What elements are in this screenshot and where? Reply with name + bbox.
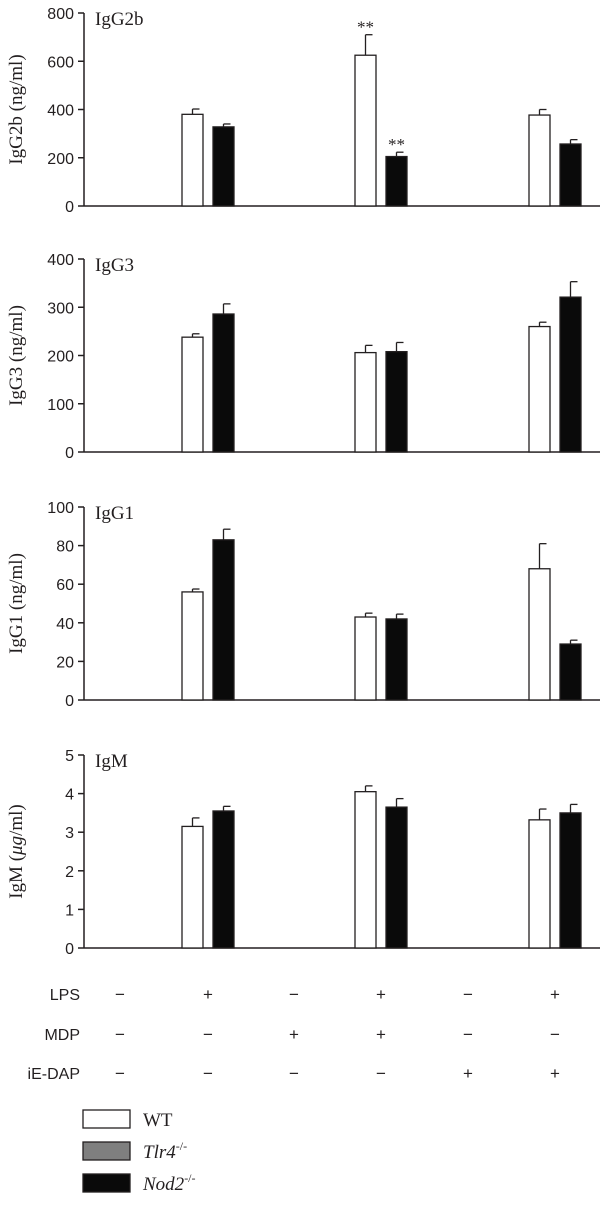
condition-sign: −	[203, 1025, 213, 1044]
y-tick-label: 0	[65, 693, 74, 710]
significance-marker: **	[357, 18, 374, 37]
condition-label: LPS	[50, 987, 80, 1004]
condition-sign: −	[115, 1025, 125, 1044]
legend-label-name: WT	[143, 1110, 173, 1131]
bar-nod2	[212, 126, 235, 207]
y-axis-label: IgG3 (ng/ml)	[6, 305, 27, 406]
condition-sign: −	[115, 1064, 125, 1083]
bar-wt	[181, 591, 204, 701]
panel-title: IgG1	[95, 503, 134, 524]
y-tick-label: 400	[47, 252, 74, 269]
condition-sign: −	[463, 985, 473, 1004]
y-axis-label: IgM (μg/ml)	[6, 804, 27, 899]
bar-nod2	[212, 313, 235, 453]
y-axis-label-suffix: /ml)	[6, 804, 27, 836]
y-tick-label: 20	[56, 654, 74, 671]
bar-wt	[181, 336, 204, 453]
y-tick-label: 1	[65, 902, 74, 919]
y-tick-label: 800	[47, 6, 74, 23]
y-tick-label: 600	[47, 54, 74, 71]
legend-swatch	[82, 1109, 131, 1129]
y-tick-label: 3	[65, 825, 74, 842]
legend-swatch	[82, 1141, 131, 1161]
bar-wt	[181, 825, 204, 949]
bar-wt	[528, 819, 551, 949]
y-axis-label-unit: μg	[6, 836, 27, 856]
condition-sign: −	[203, 1064, 213, 1083]
chart-panel-igg2b: 0 200 400 600 800 IgG2b IgG2b (ng/ml) ** **	[6, 6, 600, 216]
legend-label-superscript: -/-	[176, 1139, 187, 1153]
significance-marker: **	[388, 135, 405, 154]
bar-wt	[354, 54, 377, 207]
legend-label-superscript: -/-	[184, 1171, 195, 1185]
condition-sign: −	[289, 1064, 299, 1083]
bar-wt	[181, 113, 204, 207]
bar-wt	[354, 791, 377, 949]
condition-sign: −	[376, 1064, 386, 1083]
legend-label-name: Tlr4	[143, 1142, 176, 1163]
condition-sign: −	[463, 1025, 473, 1044]
y-tick-label: 100	[47, 500, 74, 517]
bar-nod2	[385, 350, 408, 453]
bar-nod2	[559, 143, 582, 207]
bar-nod2	[385, 618, 408, 701]
y-tick-label: 0	[65, 941, 74, 958]
bar-wt	[354, 616, 377, 701]
legend-label: Nod2-/-	[142, 1171, 196, 1195]
y-tick-label: 300	[47, 300, 74, 317]
y-tick-label: 5	[65, 748, 74, 765]
bar-nod2	[559, 296, 582, 453]
legend-swatch	[82, 1173, 131, 1193]
y-axis-label: IgG1 (ng/ml)	[6, 553, 27, 654]
legend-label: Tlr4-/-	[143, 1139, 187, 1163]
legend-label: WT	[143, 1110, 173, 1131]
bar-wt	[354, 351, 377, 453]
bar-nod2	[212, 810, 235, 949]
y-tick-label: 40	[56, 616, 74, 633]
panel-title: IgG2b	[95, 9, 144, 30]
condition-sign: +	[550, 985, 560, 1004]
y-tick-label: 200	[47, 349, 74, 366]
y-tick-label: 200	[47, 151, 74, 168]
condition-sign: +	[376, 985, 386, 1004]
bar-wt	[528, 568, 551, 701]
chart-panel-igg1: 0 20 40 60 80 100 IgG1 IgG1 (ng/ml)	[6, 500, 600, 710]
y-tick-label: 60	[56, 577, 74, 594]
y-axis-label: IgG2b (ng/ml)	[6, 54, 27, 164]
legend-label-name: Nod2	[142, 1174, 185, 1195]
condition-label: iE-DAP	[28, 1066, 80, 1083]
chart-panel-igg3: 0 100 200 300 400 IgG3 IgG3 (ng/ml)	[6, 252, 600, 462]
condition-sign: +	[463, 1064, 473, 1083]
y-tick-label: 100	[47, 397, 74, 414]
condition-sign: −	[115, 985, 125, 1004]
bar-nod2	[385, 155, 408, 207]
y-tick-label: 400	[47, 103, 74, 120]
bar-nod2	[559, 643, 582, 701]
condition-sign: +	[550, 1064, 560, 1083]
panel-title: IgG3	[95, 255, 134, 276]
y-tick-label: 0	[65, 199, 74, 216]
bar-wt	[528, 114, 551, 207]
condition-sign: +	[289, 1025, 299, 1044]
y-tick-label: 4	[65, 787, 74, 804]
condition-sign: −	[289, 985, 299, 1004]
condition-sign: +	[376, 1025, 386, 1044]
panel-title: IgM	[95, 751, 128, 772]
y-tick-label: 0	[65, 445, 74, 462]
chart-panel-igm: 0 1 2 3 4 5 IgM IgM (μg/ml)	[6, 748, 600, 958]
condition-sign: −	[550, 1025, 560, 1044]
y-tick-label: 2	[65, 864, 74, 881]
bar-wt	[528, 325, 551, 453]
conditions-table: LPS − + − + − + MDP − − + + − − iE-DAP − − − − + +	[28, 985, 560, 1083]
bar-nod2	[212, 539, 235, 701]
bar-nod2	[559, 812, 582, 949]
condition-label: MDP	[44, 1027, 80, 1044]
bar-nod2	[385, 806, 408, 949]
condition-sign: +	[203, 985, 213, 1004]
y-tick-label: 80	[56, 539, 74, 556]
y-axis-label-prefix: IgM (	[6, 855, 27, 899]
